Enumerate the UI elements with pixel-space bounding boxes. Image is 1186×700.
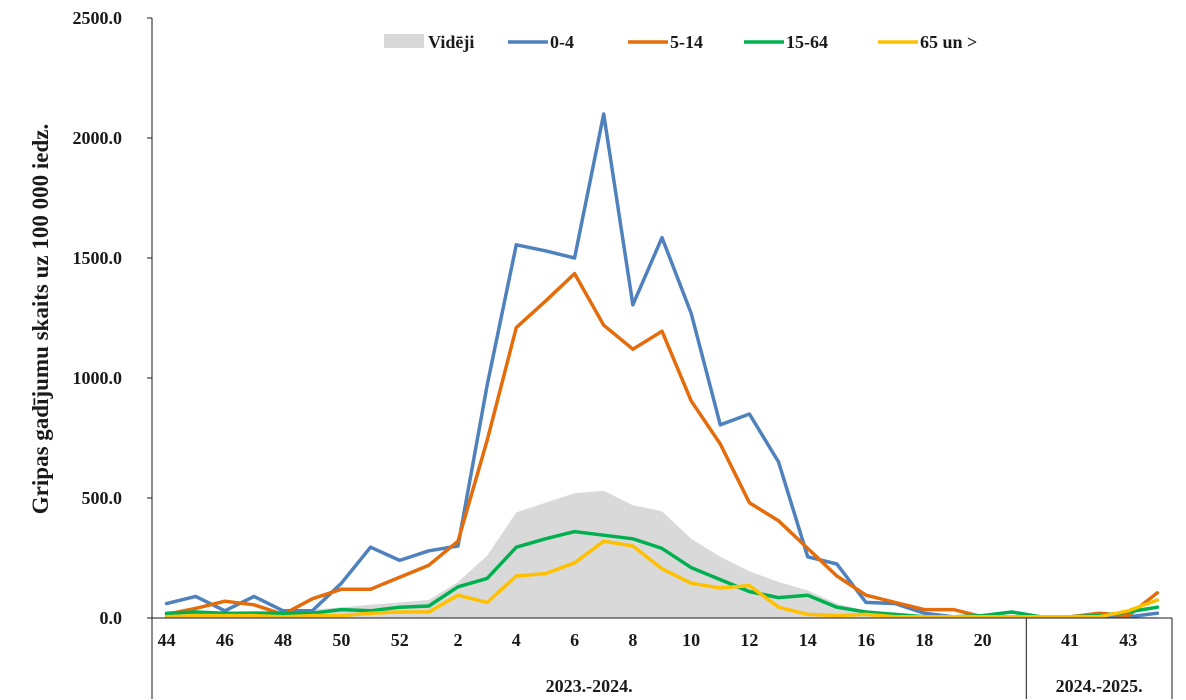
y-tick-label: 0.0 [100, 608, 123, 628]
legend-label-15-64: 15-64 [786, 32, 828, 52]
x-tick-label: 6 [570, 630, 579, 650]
legend-label-5-14: 5-14 [670, 32, 703, 52]
x-tick-label: 18 [915, 630, 933, 650]
y-tick-label: 2000.0 [73, 128, 123, 148]
group-label: 2024.-2025. [1056, 676, 1143, 696]
x-tick-label: 52 [391, 630, 409, 650]
legend-label-average: Vidēji [428, 32, 474, 52]
average-area-layer [166, 490, 1158, 618]
x-tick-label: 8 [628, 630, 637, 650]
x-tick-label: 44 [158, 630, 176, 650]
group-label: 2023.-2024. [546, 676, 633, 696]
x-tick-label: 20 [974, 630, 992, 650]
x-tick-label: 46 [216, 630, 234, 650]
x-tick-label: 14 [799, 630, 817, 650]
series-lines-layer [164, 112, 1160, 619]
x-tick-label: 43 [1119, 630, 1137, 650]
y-tick-label: 2500.0 [73, 8, 123, 28]
series-line-65-un- [164, 539, 1160, 619]
y-axis-label: Gripas gadījumu skaits uz 100 000 iedz. [28, 124, 53, 514]
x-tick-label: 50 [332, 630, 350, 650]
x-tick-label: 48 [274, 630, 292, 650]
y-tick-label: 1500.0 [73, 248, 123, 268]
average-area [166, 490, 1158, 618]
x-tick-label: 12 [740, 630, 758, 650]
y-tick-label: 500.0 [82, 488, 123, 508]
legend-label-65-un-: 65 un > [920, 32, 977, 52]
x-tick-label: 2 [454, 630, 463, 650]
x-tick-label: 16 [857, 630, 875, 650]
legend-label-0-4: 0-4 [550, 32, 574, 52]
y-tick-label: 1000.0 [73, 368, 123, 388]
x-tick-label: 10 [682, 630, 700, 650]
legend-swatch-average [384, 34, 424, 48]
legend: Vidēji 0-4 5-14 15-64 65 un > [384, 32, 977, 52]
x-tick-label: 4 [512, 630, 521, 650]
series-line-15-64 [164, 529, 1160, 619]
x-tick-label: 41 [1061, 630, 1079, 650]
